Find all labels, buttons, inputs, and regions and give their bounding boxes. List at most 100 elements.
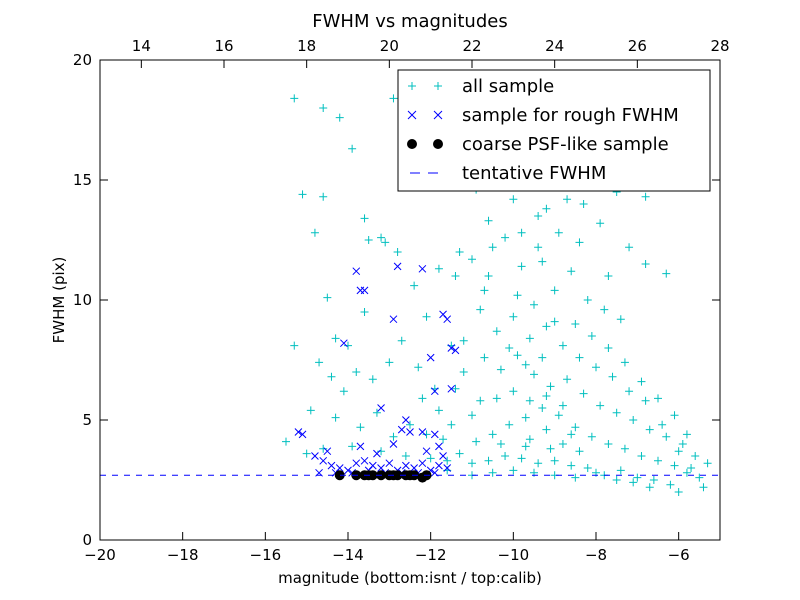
top-tick-label: 28 bbox=[710, 37, 729, 55]
rough-sample-point bbox=[402, 461, 410, 470]
rough-sample-point bbox=[418, 459, 427, 468]
series-1 bbox=[294, 262, 460, 477]
all-sample-point bbox=[558, 341, 567, 350]
all-sample-point bbox=[583, 464, 592, 472]
rough-sample-point bbox=[397, 425, 406, 434]
all-sample-point bbox=[654, 394, 662, 403]
all-sample-point bbox=[496, 440, 505, 448]
all-sample-point bbox=[538, 353, 547, 362]
rough-sample-point bbox=[435, 442, 443, 451]
all-sample-point bbox=[488, 430, 497, 439]
all-sample-point bbox=[315, 358, 324, 367]
all-sample-point bbox=[608, 372, 617, 381]
all-sample-point bbox=[302, 449, 311, 458]
rough-sample-point bbox=[340, 339, 348, 348]
legend-box bbox=[397, 69, 711, 192]
rough-sample-point bbox=[327, 461, 336, 470]
top-tick-label: 18 bbox=[297, 37, 316, 55]
all-sample-point bbox=[641, 396, 650, 405]
rough-sample-point bbox=[418, 428, 427, 436]
all-sample-point bbox=[319, 192, 328, 201]
all-sample-point bbox=[372, 408, 381, 417]
all-sample-point bbox=[484, 272, 493, 280]
bottom-tick-label: −8 bbox=[585, 546, 607, 564]
bottom-tick-label: −6 bbox=[668, 546, 690, 564]
all-sample-point bbox=[579, 200, 588, 208]
all-sample-point bbox=[691, 452, 700, 460]
all-sample-point bbox=[620, 358, 629, 367]
all-sample-point bbox=[509, 312, 518, 321]
all-sample-point bbox=[434, 264, 443, 273]
all-sample-point bbox=[542, 425, 551, 434]
all-sample-point bbox=[612, 476, 621, 484]
all-sample-point bbox=[674, 447, 683, 456]
all-sample-point bbox=[678, 440, 687, 448]
all-sample-point bbox=[389, 94, 398, 103]
all-sample-point bbox=[496, 365, 505, 374]
rough-sample-point bbox=[344, 466, 352, 475]
all-sample-point bbox=[641, 192, 650, 201]
all-sample-point bbox=[451, 384, 460, 393]
all-sample-point bbox=[306, 406, 315, 415]
all-sample-point bbox=[637, 377, 646, 386]
all-sample-point bbox=[554, 228, 563, 237]
rough-sample-point bbox=[352, 459, 361, 468]
rough-sample-point bbox=[356, 442, 365, 451]
all-sample-point bbox=[331, 413, 340, 422]
all-sample-point bbox=[645, 425, 654, 434]
rough-sample-point bbox=[426, 353, 435, 362]
all-sample-point bbox=[546, 382, 555, 391]
all-sample-point bbox=[571, 423, 580, 432]
all-sample-point bbox=[699, 483, 708, 492]
all-sample-point bbox=[567, 267, 576, 276]
top-tick-label: 26 bbox=[628, 37, 647, 55]
all-sample-point bbox=[517, 454, 526, 463]
all-sample-point bbox=[381, 238, 390, 247]
all-sample-point bbox=[525, 334, 534, 343]
all-sample-point bbox=[505, 344, 514, 352]
all-sample-point bbox=[571, 320, 580, 328]
legend-label: coarse PSF-like sample bbox=[462, 134, 669, 155]
top-tick-label: 22 bbox=[462, 37, 481, 55]
rough-sample-point bbox=[418, 264, 427, 273]
all-sample-point bbox=[612, 408, 621, 417]
y-tick-label: 5 bbox=[82, 411, 92, 429]
all-sample-point bbox=[558, 440, 567, 448]
all-sample-point bbox=[352, 368, 361, 376]
all-sample-point bbox=[348, 442, 357, 451]
rough-sample-point bbox=[360, 286, 369, 295]
all-sample-point bbox=[670, 411, 679, 420]
rough-sample-point bbox=[430, 387, 439, 396]
all-sample-point bbox=[389, 432, 398, 441]
legend-label: tentative FWHM bbox=[462, 163, 606, 184]
all-sample-point bbox=[455, 248, 464, 256]
all-sample-point bbox=[492, 394, 501, 403]
bottom-tick-label: −18 bbox=[167, 546, 199, 564]
all-sample-point bbox=[703, 459, 712, 468]
all-sample-point bbox=[567, 430, 576, 439]
all-sample-point bbox=[674, 488, 683, 496]
all-sample-point bbox=[571, 473, 580, 482]
all-sample-point bbox=[488, 243, 497, 252]
series-0 bbox=[282, 94, 712, 496]
rough-sample-point bbox=[389, 315, 398, 324]
chart-title: FWHM vs magnitudes bbox=[312, 11, 507, 32]
y-tick-label: 20 bbox=[73, 51, 92, 69]
all-sample-point bbox=[662, 269, 671, 278]
legend-label: sample for rough FWHM bbox=[462, 105, 679, 126]
all-sample-point bbox=[521, 442, 530, 451]
all-sample-point bbox=[410, 281, 419, 290]
legend-marker bbox=[434, 82, 442, 90]
rough-sample-point bbox=[430, 430, 439, 439]
all-sample-point bbox=[319, 104, 328, 112]
all-sample-point bbox=[620, 444, 629, 453]
rough-sample-point bbox=[435, 461, 443, 470]
legend-marker bbox=[408, 82, 416, 90]
rough-sample-point bbox=[385, 459, 394, 468]
all-sample-point bbox=[468, 459, 476, 468]
rough-sample-point bbox=[439, 452, 447, 460]
all-sample-point bbox=[434, 406, 443, 415]
all-sample-point bbox=[480, 286, 489, 295]
all-sample-point bbox=[426, 454, 435, 463]
all-sample-point bbox=[397, 336, 406, 345]
